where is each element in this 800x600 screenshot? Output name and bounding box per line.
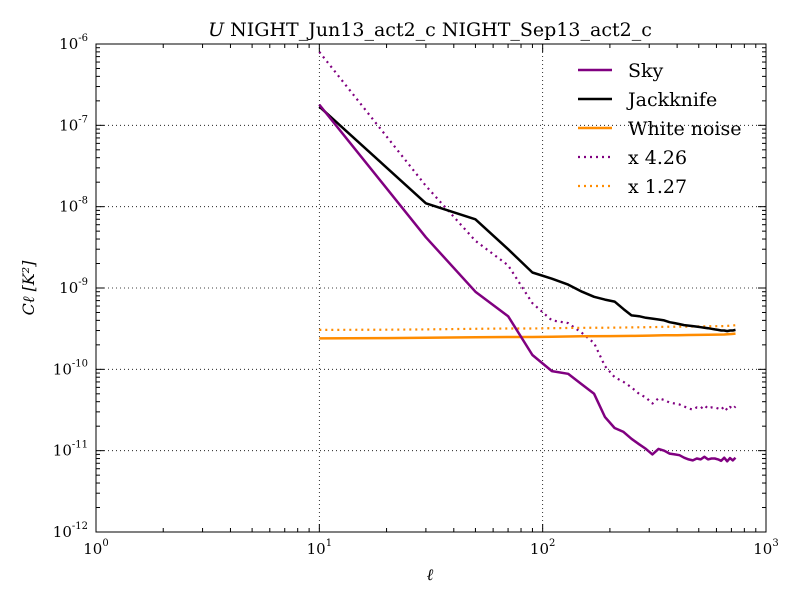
- y-tick-label: 10-8: [59, 196, 88, 216]
- y-tick-exponent: -12: [72, 521, 88, 532]
- y-tick-base: 10: [53, 360, 72, 378]
- series-line-white-noise: [319, 332, 736, 340]
- x-tick-label: 100: [83, 538, 108, 558]
- x-axis-label: ℓ: [427, 565, 434, 584]
- x-tick-base: 10: [530, 540, 549, 558]
- y-tick-label: 10-11: [53, 440, 88, 460]
- y-tick-label: 10-12: [53, 521, 88, 541]
- series-line-x-1-27: [319, 324, 736, 331]
- x-tick-base: 10: [307, 540, 326, 558]
- y-tick-label: 10-6: [59, 33, 88, 53]
- y-tick-exponent: -11: [72, 440, 88, 451]
- legend-label-x-1-27: x 1.27: [628, 176, 687, 198]
- y-tick-label: 10-10: [53, 358, 88, 378]
- series-line-jackknife: [318, 105, 736, 333]
- tick-marks: [95, 43, 767, 533]
- x-tick-label: 101: [307, 538, 332, 558]
- y-tick-label: 10-9: [59, 277, 88, 297]
- chart-title: U NIGHT_Jun13_act2_c NIGHT_Sep13_act2_c: [208, 19, 652, 41]
- legend-label-x-4-26: x 4.26: [628, 147, 687, 169]
- y-tick-base: 10: [59, 116, 78, 134]
- chart-title-variable: U: [208, 19, 225, 41]
- x-tick-exponent: 3: [772, 538, 778, 549]
- series-line-x-4-26: [318, 51, 737, 412]
- y-tick-exponent: -8: [78, 196, 88, 207]
- x-tick-label: 102: [530, 538, 555, 558]
- y-tick-base: 10: [59, 35, 78, 53]
- x-tick-exponent: 0: [102, 538, 108, 549]
- y-tick-base: 10: [53, 442, 72, 460]
- y-tick-exponent: -7: [78, 114, 88, 125]
- x-tick-labels: 100 101 102 103: [83, 538, 778, 558]
- chart-title-text: NIGHT_Jun13_act2_c NIGHT_Sep13_act2_c: [230, 19, 652, 41]
- legend-label-white-noise: White noise: [628, 118, 742, 140]
- y-tick-exponent: -9: [78, 277, 88, 288]
- y-tick-label: 10-7: [59, 114, 88, 134]
- y-tick-exponent: -6: [78, 33, 88, 44]
- y-tick-exponent: -10: [72, 358, 88, 369]
- x-tick-base: 10: [753, 540, 772, 558]
- x-tick-base: 10: [83, 540, 102, 558]
- series-group: [318, 51, 737, 463]
- y-tick-base: 10: [53, 523, 72, 541]
- x-tick-label: 103: [753, 538, 778, 558]
- grid-lines: [96, 44, 766, 532]
- x-tick-exponent: 1: [326, 538, 332, 549]
- legend: Sky Jackknife White noise x 4.26 x 1.27: [578, 60, 742, 198]
- y-tick-base: 10: [59, 279, 78, 297]
- legend-label-sky: Sky: [628, 60, 664, 82]
- legend-label-jackknife: Jackknife: [626, 89, 717, 111]
- y-tick-base: 10: [59, 198, 78, 216]
- y-axis-label: Cℓ [K²]: [19, 260, 38, 316]
- x-tick-exponent: 2: [549, 538, 555, 549]
- series-line-sky: [318, 103, 737, 463]
